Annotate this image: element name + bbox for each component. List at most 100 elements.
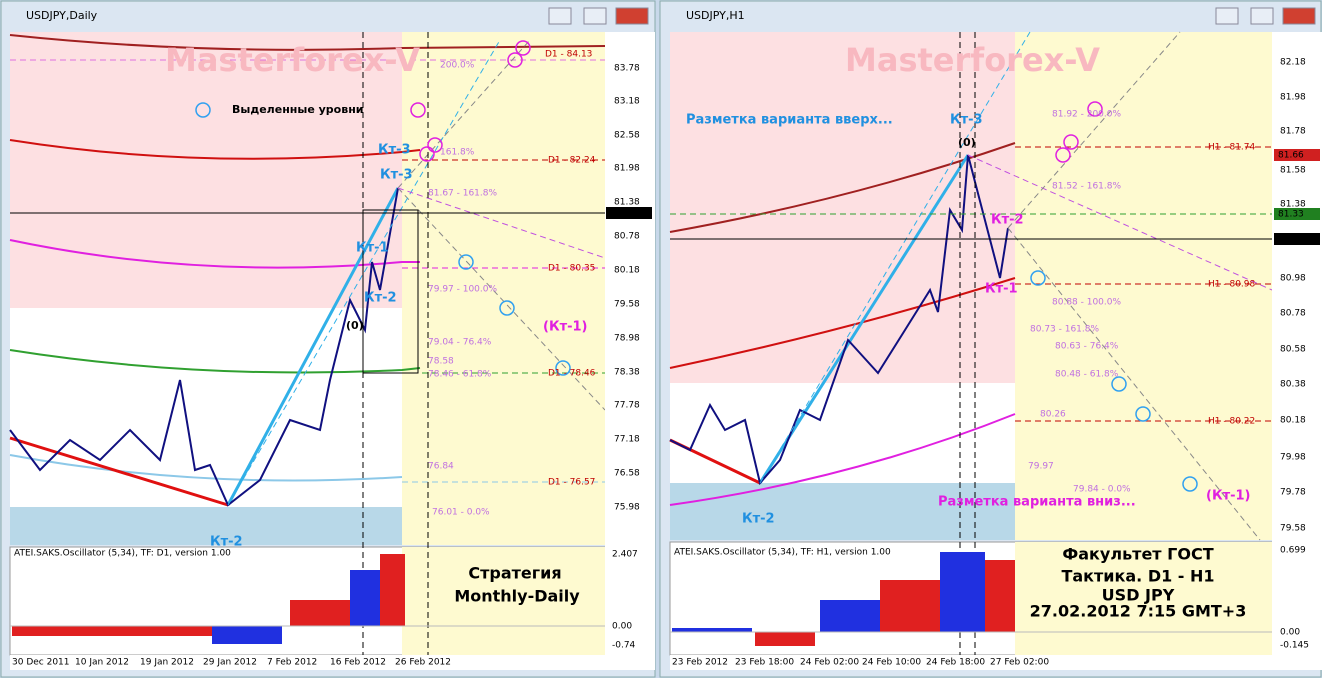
date-tick: 10 Jan 2012 xyxy=(75,658,129,668)
strategy-label: Monthly-Daily xyxy=(454,587,580,606)
level-label: D1 - 78.46 xyxy=(548,369,596,379)
date-tick: 24 Feb 18:00 xyxy=(926,658,985,668)
price-box-label: 81.19 xyxy=(609,209,635,219)
zone xyxy=(10,32,402,308)
markers xyxy=(1030,270,1198,492)
price-tick: 80.78 xyxy=(1280,309,1306,319)
zone xyxy=(670,32,1015,383)
fibo-label: 80.73 - 161.8% xyxy=(1030,325,1099,335)
price-tick: 80.78 xyxy=(614,232,640,242)
zone xyxy=(10,507,402,545)
osc-tick: -0.145 xyxy=(1280,641,1309,651)
price-box xyxy=(1274,233,1320,245)
price-box-label: 81.66 xyxy=(1278,151,1304,161)
price-tick: 76.58 xyxy=(614,469,640,479)
annotation: Кт-3 xyxy=(380,168,413,183)
price-tick: 80.18 xyxy=(614,266,640,276)
fibo-label: 79.97 xyxy=(1028,462,1054,472)
strategy-label: Стратегия xyxy=(468,564,561,583)
info-label: USD JPY xyxy=(1102,586,1175,605)
annotation: Кт-3 xyxy=(378,143,411,158)
markers xyxy=(1055,101,1103,163)
price-box xyxy=(1274,208,1320,220)
price-tick: 77.78 xyxy=(614,401,640,411)
level-label: H1 - 80.98 xyxy=(1208,280,1256,290)
minimize-button[interactable] xyxy=(548,7,572,25)
price-box xyxy=(1274,149,1320,161)
price-tick: 80.38 xyxy=(1280,380,1306,390)
fibo-label: 76.01 - 0.0% xyxy=(432,508,490,518)
date-tick: 24 Feb 10:00 xyxy=(862,658,921,668)
level-lines xyxy=(10,32,606,665)
fibo-label: 81.92 - 200.0% xyxy=(1052,110,1121,120)
maximize-button[interactable] xyxy=(1250,7,1274,25)
fibo-label: 200.0% xyxy=(440,61,475,71)
price-tick: 83.18 xyxy=(614,97,640,107)
oscillator-label: ATEI.SAKS.Oscillator (5,34), TF: H1, ver… xyxy=(674,548,891,558)
annotation: (0) xyxy=(958,136,976,149)
osc-tick: 0.00 xyxy=(1280,628,1300,638)
date-tick: 30 Dec 2011 xyxy=(12,658,70,668)
fibo-label: 79.84 - 0.0% xyxy=(1073,485,1131,495)
date-axis xyxy=(670,655,1322,670)
date-tick: 23 Feb 18:00 xyxy=(735,658,794,668)
osc-tick: -0.74 xyxy=(612,641,636,651)
osc-bars xyxy=(12,554,405,644)
level-label: D1 - 76.57 xyxy=(548,478,595,488)
annotation: Разметка варианта вверх... xyxy=(686,113,893,128)
minimize-button[interactable] xyxy=(1215,7,1239,25)
price-tick: 79.98 xyxy=(1280,453,1306,463)
osc-bars xyxy=(672,552,1015,646)
maximize-button[interactable] xyxy=(583,7,607,25)
price-tick: 78.38 xyxy=(614,368,640,378)
price-tick: 81.98 xyxy=(1280,93,1306,103)
watermark: Masterforex-V xyxy=(165,41,420,79)
zone xyxy=(1015,542,1272,655)
price-tick: 82.58 xyxy=(614,131,640,141)
price-tick: 81.58 xyxy=(1280,166,1306,176)
level-label: D1 - 82.24 xyxy=(548,156,596,166)
date-tick: 16 Feb 2012 xyxy=(330,658,386,668)
date-tick: 26 Feb 2012 xyxy=(395,658,451,668)
fibo-label: 80.88 - 100.0% xyxy=(1052,298,1121,308)
watermark: Masterforex-V xyxy=(845,41,1100,79)
fibo-label: 78.46 - 61.8% xyxy=(428,370,492,380)
date-tick: 27 Feb 02:00 xyxy=(990,658,1049,668)
price-box xyxy=(606,207,652,219)
level-lines xyxy=(670,31,1273,665)
price-tick: 79.58 xyxy=(614,300,640,310)
date-tick: 29 Jan 2012 xyxy=(203,658,257,668)
price-tick: 80.58 xyxy=(1280,345,1306,355)
close-button[interactable] xyxy=(1282,7,1316,25)
markers xyxy=(410,40,531,162)
price-tick: 75.98 xyxy=(614,503,640,513)
osc-tick: 2.407 xyxy=(612,550,638,560)
price-axis xyxy=(1272,32,1322,655)
oscillator-label: ATEI.SAKS.Oscillator (5,34), TF: D1, ver… xyxy=(14,549,231,559)
price-tick: 78.98 xyxy=(614,334,640,344)
level-label: D1 - 84.13 xyxy=(545,50,592,60)
price-box-label: 81.33 xyxy=(1278,210,1304,220)
osc-tick: 0.00 xyxy=(612,622,632,632)
zone xyxy=(402,547,605,655)
price-tick: 79.78 xyxy=(1280,488,1306,498)
annotation: (Кт-1) xyxy=(1206,489,1250,504)
info-label: Факультет ГОСТ xyxy=(1062,545,1213,564)
fibo-label: 79.97 - 100.0% xyxy=(428,285,497,295)
close-button[interactable] xyxy=(615,7,649,25)
price-tick: 80.98 xyxy=(1280,274,1306,284)
price-tick: 81.98 xyxy=(614,164,640,174)
box xyxy=(362,209,419,374)
level-label: H1 - 81.74 xyxy=(1208,143,1256,153)
price-box-label: 81.19 xyxy=(1278,235,1304,245)
annotation: Кт-2 xyxy=(210,535,243,550)
fibo-label: 80.26 xyxy=(1040,410,1066,420)
markers xyxy=(195,102,571,376)
price-axis xyxy=(605,32,655,655)
info-label: Тактика. D1 - H1 xyxy=(1061,567,1214,586)
annotation: Выделенные уровни xyxy=(232,103,364,116)
fibo-label: 80.63 - 76.4% xyxy=(1055,342,1119,352)
level-label: H1 - 80.22 xyxy=(1208,417,1255,427)
price-tick: 79.58 xyxy=(1280,524,1306,534)
